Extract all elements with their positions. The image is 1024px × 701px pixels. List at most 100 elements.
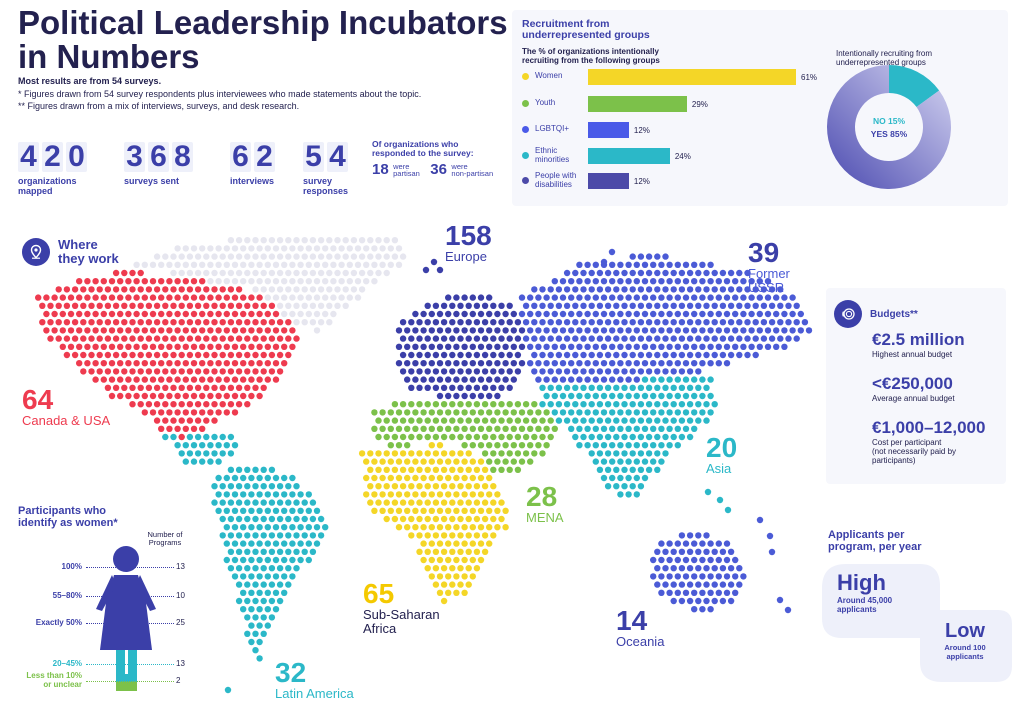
- donut-slice-label: NO 15%: [873, 116, 906, 126]
- region-name: Oceania: [616, 634, 665, 649]
- budget-value: €2.5 million: [872, 330, 965, 349]
- budget-label: participants): [872, 456, 916, 465]
- bar: [588, 173, 629, 189]
- applicants-title-line: program, per year: [828, 541, 922, 553]
- programs-column-header: Number of Programs: [140, 531, 190, 547]
- bar: [588, 122, 629, 138]
- bar-value-label: 12%: [633, 126, 650, 135]
- women-row-programs: 2: [176, 676, 181, 685]
- note-double-star: ** Figures drawn from a mix of interview…: [18, 101, 300, 111]
- region-value: 20: [706, 432, 738, 463]
- stat-digit: 0: [66, 142, 87, 172]
- page-title: Political Leadership Incubators in Numbe…: [18, 6, 508, 74]
- region-label-oceania: 14 Oceania: [616, 607, 664, 649]
- stat-digit: 6: [230, 142, 251, 172]
- applicants-low-detail: Around 100: [944, 643, 986, 652]
- budget-label: Highest annual budget: [872, 350, 953, 359]
- budget-value: €1,000–12,000: [872, 418, 986, 437]
- applicants-low-label: Low: [945, 620, 985, 642]
- region-value: 158: [445, 220, 492, 251]
- legend-dot: [522, 100, 529, 107]
- budget-label: Cost per participant: [872, 438, 942, 447]
- region-name: Former USSR: [748, 266, 790, 295]
- bar: [588, 96, 687, 112]
- women-row-label: Exactly 50%: [35, 618, 82, 627]
- bar-category-label: People with disabilities: [535, 171, 577, 189]
- bar-category-label: Youth: [535, 98, 556, 107]
- stat-digit: 5: [303, 142, 324, 172]
- partisan-heading-1: Of organizations who: [372, 139, 459, 149]
- legend-dot: [522, 152, 529, 159]
- recruitment-subtitle: The % of organizations intentionally rec…: [522, 47, 702, 65]
- where-title-line: Where: [58, 237, 98, 252]
- region-name: Canada & USA: [22, 413, 111, 428]
- stat-digit: 3: [124, 142, 145, 172]
- region-value: 32: [275, 657, 307, 688]
- stat-interviews: 6 2 interviews: [230, 142, 275, 186]
- region-name: Latin America: [275, 686, 354, 701]
- pie-title-line: underrepresented groups: [836, 58, 926, 67]
- region-value: 64: [22, 384, 54, 415]
- region-name: Europe: [445, 249, 487, 264]
- recruitment-bar-chart: Women 61% Youth 29% LGBTQI+ 12% Ethnic minorit…: [522, 68, 822, 198]
- applicants-low-detail: applicants: [946, 651, 984, 661]
- bar-value-label: 29%: [691, 100, 708, 109]
- title-line-1: Political Leadership Incubators: [18, 4, 508, 41]
- region-label-mena: 28 MENA: [526, 483, 564, 525]
- stat-survey-responses: 5 4 survey responses: [303, 142, 348, 196]
- pie-title: Intentionally recruiting from underrepre…: [836, 49, 932, 67]
- partisan-count: 18: [372, 161, 389, 179]
- applicants-high-detail: applicants: [837, 605, 877, 614]
- partisan-heading-2: responded to the survey:: [372, 148, 474, 158]
- applicants-title-line: Applicants per: [828, 529, 905, 541]
- recruitment-title-line: underrepresented groups: [522, 29, 650, 41]
- women-row-guide: [86, 623, 174, 624]
- nonpartisan-count: 36: [430, 161, 447, 179]
- region-name: MENA: [526, 510, 564, 525]
- where-title-line: they work: [58, 251, 119, 266]
- region-label-europe: 158 Europe: [445, 222, 492, 264]
- region-label-former-ussr: 39 Former USSR: [748, 239, 808, 295]
- stat-label: surveys sent: [124, 176, 180, 186]
- recruitment-title-line: Recruitment from: [522, 18, 610, 30]
- legend-dot: [522, 177, 529, 184]
- bar-category-label: Ethnic minorities: [535, 146, 570, 164]
- stat-surveys-sent: 3 6 8 surveys sent: [124, 142, 193, 186]
- partisan-label: were: [393, 161, 410, 171]
- women-row-label: 20–45%: [52, 659, 82, 668]
- nonpartisan-label: were: [451, 161, 468, 171]
- women-participants-title: Participants who identify as women*: [18, 505, 118, 529]
- woman-figure-icon: [96, 546, 156, 691]
- women-row-guide: [86, 664, 174, 665]
- partisan-block: Of organizations who responded to the su…: [372, 140, 512, 179]
- pie-title-line: Intentionally recruiting from: [836, 49, 933, 58]
- applicants-high: High Around 45,000 applicants: [837, 572, 893, 615]
- bar-category-label: Women: [535, 71, 563, 80]
- donut-slice: [827, 65, 951, 189]
- region-value: 39: [748, 237, 780, 268]
- region-label-sub-saharan-africa: 65 Sub-Saharan Africa: [363, 580, 453, 636]
- where-they-work: Where they work: [22, 238, 119, 266]
- stat-label: survey: [303, 176, 333, 186]
- women-row-guide: [86, 596, 174, 597]
- region-label-asia: 20 Asia: [706, 434, 737, 476]
- partisan-label: partisan: [393, 168, 420, 178]
- column-header-line: Number of: [147, 530, 183, 539]
- women-row-guide: [86, 567, 174, 568]
- women-title-line: Participants who: [18, 505, 107, 517]
- bar-category-label: LGBTQI+: [535, 124, 570, 133]
- applicants-high-detail: Around 45,000: [837, 596, 893, 605]
- region-name: Asia: [706, 461, 732, 476]
- recruitment-donut-chart: NO 15% YES 85%: [827, 65, 951, 189]
- budget-label: Average annual budget: [872, 394, 955, 403]
- stat-digit: 4: [18, 142, 39, 172]
- budgets-header: Budgets**: [834, 300, 918, 328]
- note-surveys: Most results are from 54 surveys.: [18, 76, 162, 86]
- recruitment-title: Recruitment from underrepresented groups: [522, 19, 692, 41]
- women-row-label: 100%: [61, 562, 82, 571]
- women-title-line: identify as women*: [18, 517, 118, 529]
- recruitment-subtitle-line: The % of organizations intentionally: [522, 47, 659, 56]
- stat-digit: 2: [42, 142, 63, 172]
- location-pin-icon: [22, 238, 50, 266]
- title-line-2: in Numbers: [18, 38, 200, 75]
